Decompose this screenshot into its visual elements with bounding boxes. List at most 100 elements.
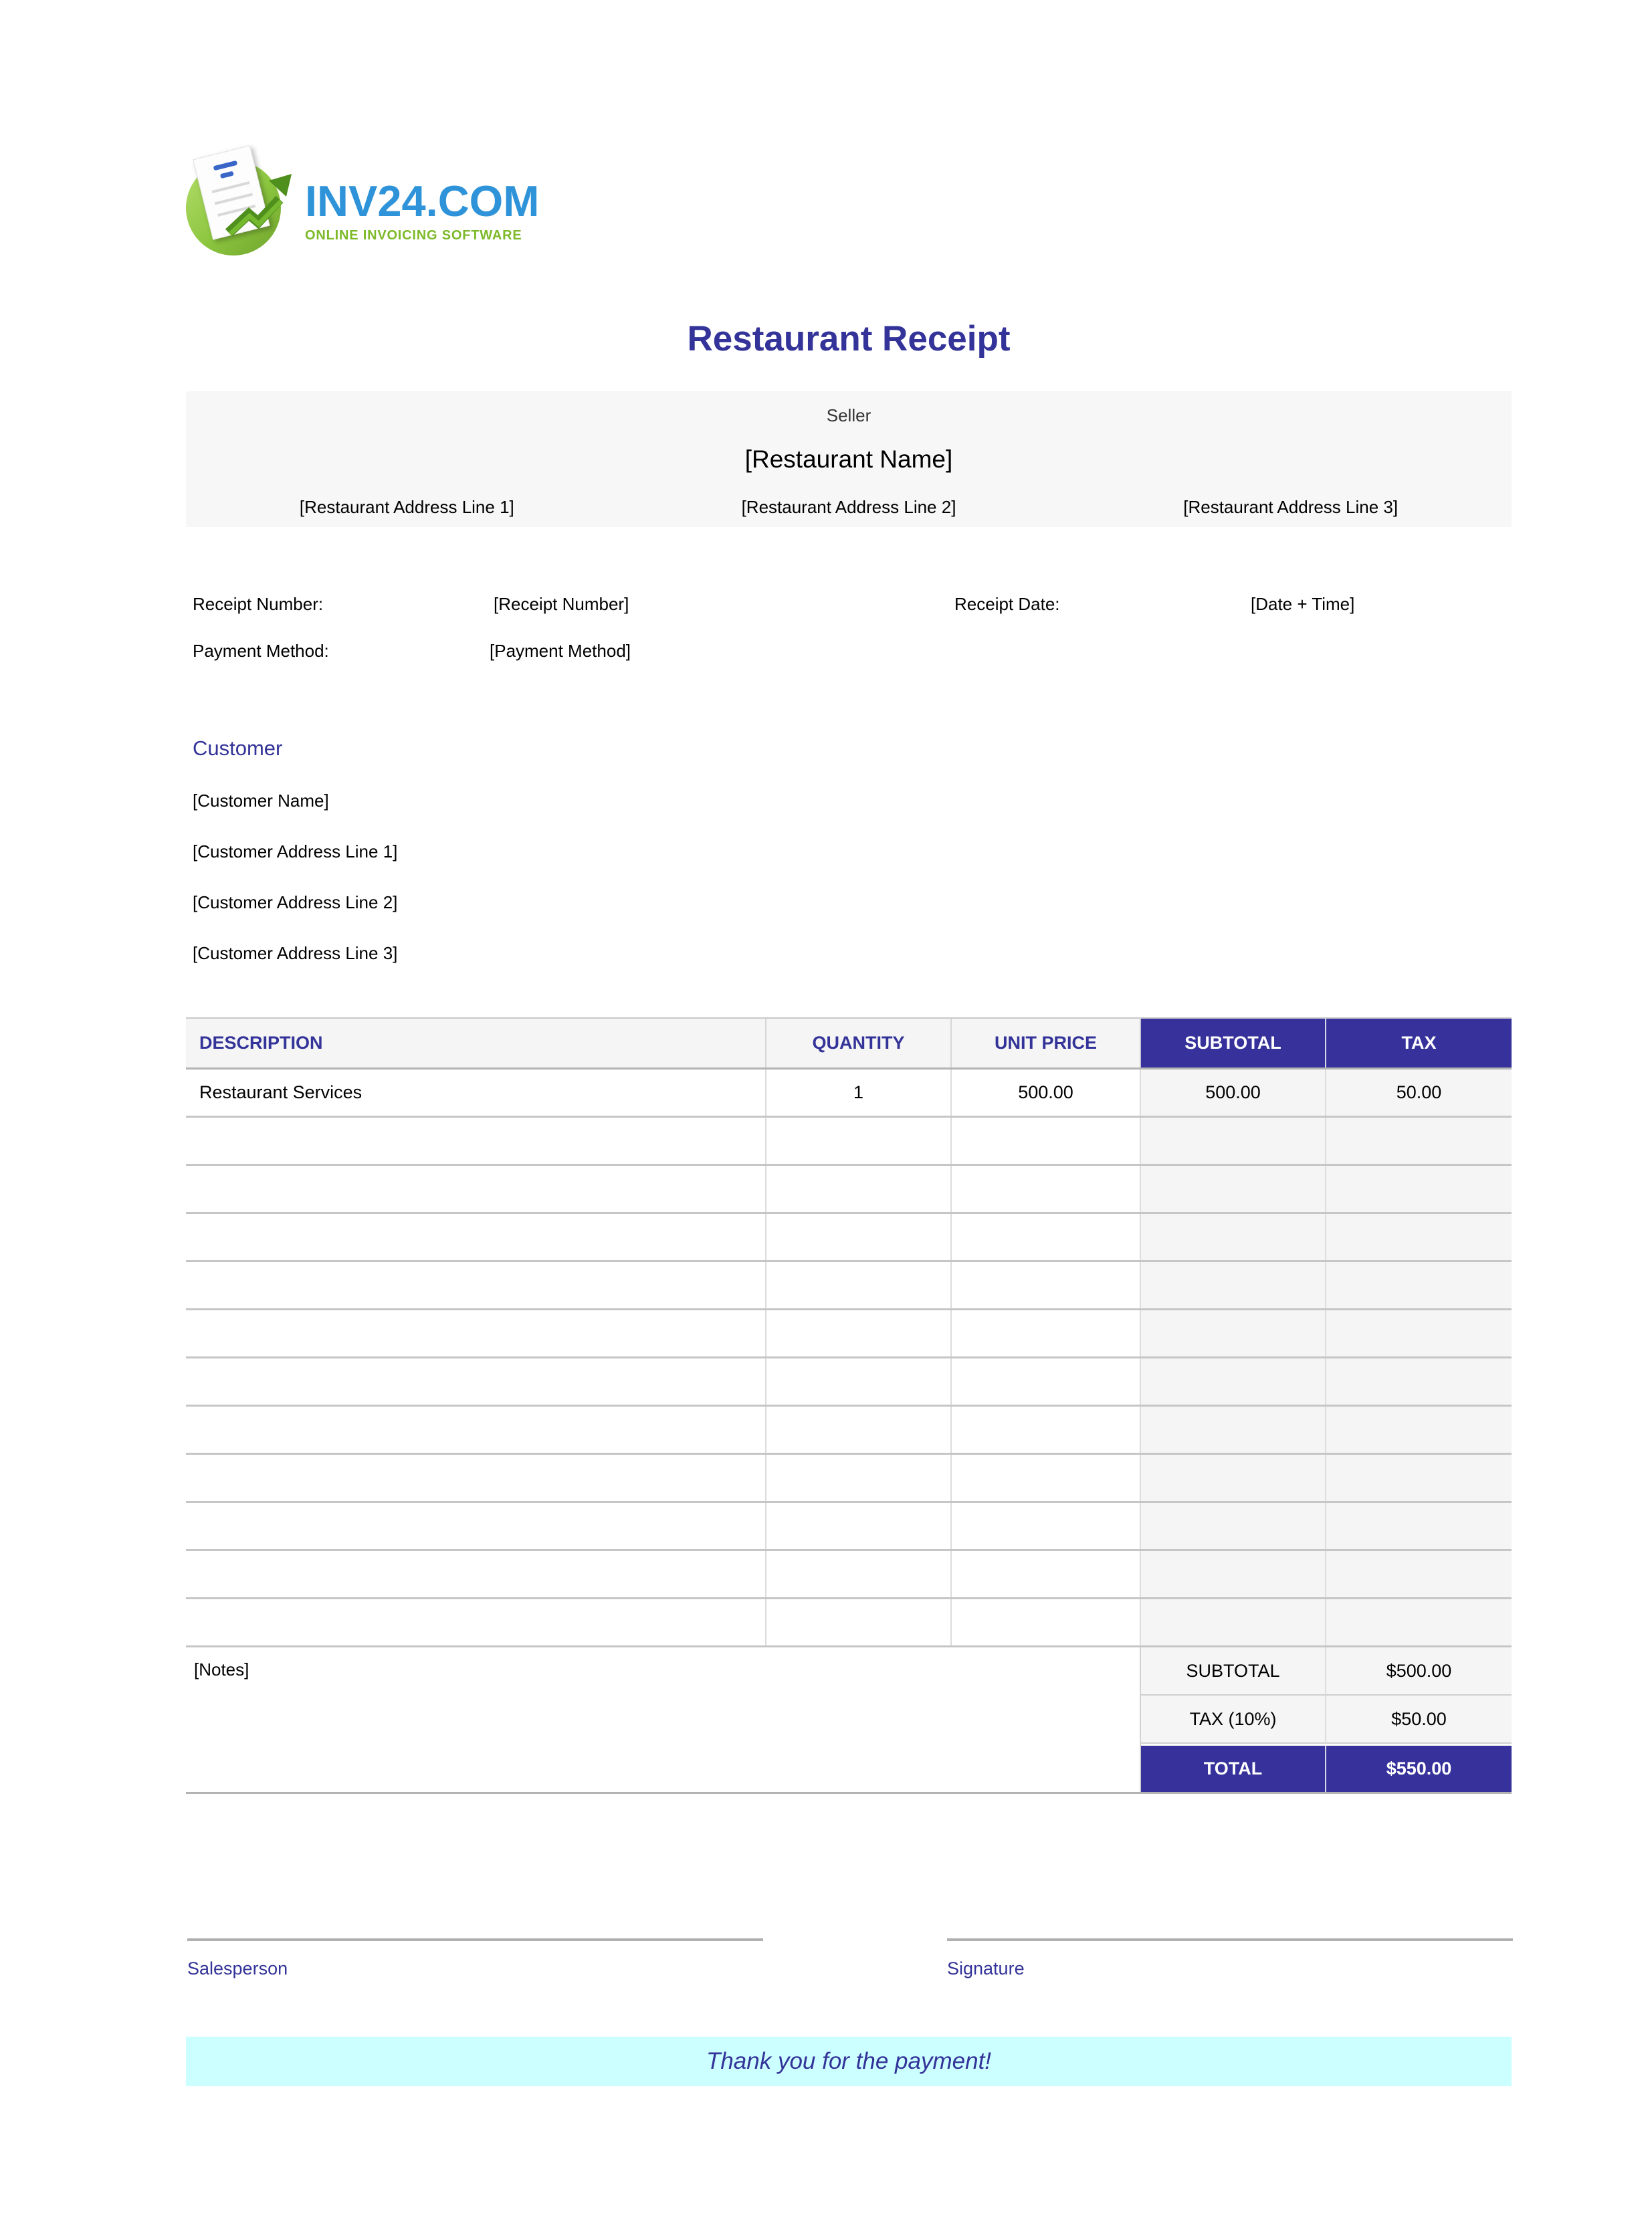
column-header-quantity: QUANTITY xyxy=(765,1019,950,1068)
table-row xyxy=(186,1599,1512,1647)
total-value: $550.00 xyxy=(1325,1746,1512,1792)
customer-heading: Customer xyxy=(193,736,283,760)
invoice-arrow-icon xyxy=(186,145,298,264)
receipt-number-value: [Receipt Number] xyxy=(494,594,629,614)
customer-address-line-2: [Customer Address Line 2] xyxy=(193,892,398,912)
cell-description xyxy=(186,1310,765,1356)
salesperson-signature-block: Salesperson xyxy=(187,1938,763,1979)
cell-unit-price xyxy=(950,1214,1140,1260)
cell-quantity xyxy=(765,1214,950,1260)
table-row xyxy=(186,1551,1512,1599)
receipt-date-label: Receipt Date: xyxy=(954,594,1060,614)
cell-tax xyxy=(1325,1407,1512,1453)
payment-method-label: Payment Method: xyxy=(193,641,329,661)
cell-subtotal xyxy=(1140,1599,1325,1645)
receipt-meta: Receipt Number: [Receipt Number] Receipt… xyxy=(186,594,1512,674)
cell-subtotal xyxy=(1140,1166,1325,1212)
column-header-tax: TAX xyxy=(1325,1019,1512,1068)
tax-value: $50.00 xyxy=(1325,1696,1512,1744)
customer-section: Customer [Customer Name] [Customer Addre… xyxy=(193,736,397,964)
cell-tax xyxy=(1325,1262,1512,1308)
cell-quantity: 1 xyxy=(765,1070,950,1116)
cell-quantity xyxy=(765,1118,950,1164)
cell-subtotal xyxy=(1140,1118,1325,1164)
table-header-row: DESCRIPTION QUANTITY UNIT PRICE SUBTOTAL… xyxy=(186,1019,1512,1070)
cell-quantity xyxy=(765,1503,950,1549)
cell-description: Restaurant Services xyxy=(186,1070,765,1116)
receipt-date-value: [Date + Time] xyxy=(1251,594,1355,614)
tax-row: TAX (10%) $50.00 xyxy=(1141,1696,1512,1744)
cell-quantity xyxy=(765,1407,950,1453)
cell-tax xyxy=(1325,1358,1512,1405)
cell-subtotal xyxy=(1140,1310,1325,1356)
logo-tagline: ONLINE INVOICING SOFTWARE xyxy=(305,228,522,243)
cell-subtotal xyxy=(1140,1551,1325,1597)
table-row xyxy=(186,1214,1512,1262)
cell-tax xyxy=(1325,1503,1512,1549)
column-header-unit-price: UNIT PRICE xyxy=(950,1019,1140,1068)
seller-address-line-3: [Restaurant Address Line 3] xyxy=(1183,497,1399,517)
cell-description xyxy=(186,1166,765,1212)
table-row xyxy=(186,1407,1512,1455)
cell-unit-price xyxy=(950,1262,1140,1308)
cell-unit-price xyxy=(950,1599,1140,1645)
tax-label: TAX (10%) xyxy=(1141,1696,1325,1744)
seller-name: [Restaurant Name] xyxy=(744,445,953,473)
signature-block: Signature xyxy=(947,1938,1513,1979)
table-row: Restaurant Services 1 500.00 500.00 50.00 xyxy=(186,1070,1512,1118)
cell-subtotal xyxy=(1140,1503,1325,1549)
table-body: Restaurant Services 1 500.00 500.00 50.00 xyxy=(186,1070,1512,1647)
thank-you-banner: Thank you for the payment! xyxy=(186,2037,1512,2086)
cell-tax xyxy=(1325,1455,1512,1501)
column-header-description: DESCRIPTION xyxy=(186,1019,765,1068)
total-label: TOTAL xyxy=(1141,1746,1325,1792)
growth-arrow-icon xyxy=(225,174,292,237)
cell-quantity xyxy=(765,1455,950,1501)
cell-description xyxy=(186,1503,765,1549)
table-row xyxy=(186,1358,1512,1407)
cell-quantity xyxy=(765,1262,950,1308)
cell-subtotal xyxy=(1140,1455,1325,1501)
cell-unit-price xyxy=(950,1503,1140,1549)
cell-description xyxy=(186,1455,765,1501)
items-table: DESCRIPTION QUANTITY UNIT PRICE SUBTOTAL… xyxy=(186,1017,1512,1794)
salesperson-label: Salesperson xyxy=(187,1958,288,1978)
customer-address-line-3: [Customer Address Line 3] xyxy=(193,943,398,963)
cell-tax xyxy=(1325,1166,1512,1212)
cell-tax xyxy=(1325,1214,1512,1260)
subtotal-row: SUBTOTAL $500.00 xyxy=(1141,1647,1512,1696)
cell-description xyxy=(186,1118,765,1164)
subtotal-value: $500.00 xyxy=(1325,1647,1512,1696)
logo-brand: INV24.COM xyxy=(305,177,540,225)
cell-description xyxy=(186,1599,765,1645)
notes-cell: [Notes] xyxy=(186,1647,1140,1792)
cell-unit-price xyxy=(950,1358,1140,1405)
payment-method-value: [Payment Method] xyxy=(490,641,631,661)
cell-description xyxy=(186,1214,765,1260)
cell-unit-price xyxy=(950,1455,1140,1501)
logo-text: INV24.COM ONLINE INVOICING SOFTWARE xyxy=(305,151,539,264)
cell-unit-price xyxy=(950,1407,1140,1453)
cell-description xyxy=(186,1551,765,1597)
seller-label: Seller xyxy=(826,405,871,425)
customer-name: [Customer Name] xyxy=(193,791,329,811)
cell-tax xyxy=(1325,1118,1512,1164)
table-footer: [Notes] SUBTOTAL $500.00 TAX (10%) $50.0… xyxy=(186,1647,1512,1794)
table-row xyxy=(186,1166,1512,1214)
totals-column: SUBTOTAL $500.00 TAX (10%) $50.00 TOTAL … xyxy=(1140,1647,1512,1792)
cell-description xyxy=(186,1262,765,1308)
cell-unit-price: 500.00 xyxy=(950,1070,1140,1116)
total-row: TOTAL $550.00 xyxy=(1141,1744,1512,1792)
customer-address-line-1: [Customer Address Line 1] xyxy=(193,841,398,861)
cell-tax: 50.00 xyxy=(1325,1070,1512,1116)
cell-description xyxy=(186,1407,765,1453)
cell-quantity xyxy=(765,1310,950,1356)
cell-unit-price xyxy=(950,1551,1140,1597)
seller-section: Seller [Restaurant Name] [Restaurant Add… xyxy=(186,391,1512,527)
cell-unit-price xyxy=(950,1310,1140,1356)
table-row xyxy=(186,1262,1512,1310)
signature-label: Signature xyxy=(947,1958,1025,1978)
column-header-subtotal: SUBTOTAL xyxy=(1140,1019,1325,1068)
seller-address-line-1: [Restaurant Address Line 1] xyxy=(299,497,514,517)
